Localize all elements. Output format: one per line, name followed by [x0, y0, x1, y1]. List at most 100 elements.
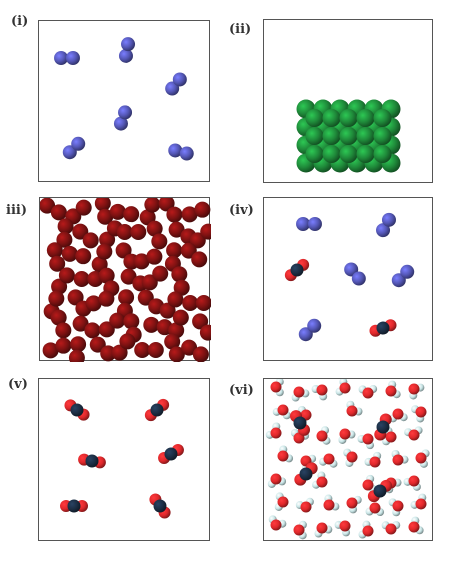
water-oxygen-atom	[277, 496, 289, 508]
panel-ii	[263, 19, 433, 183]
dark-red-molecule-atom	[172, 309, 189, 326]
dark-red-molecule-atom	[98, 290, 115, 307]
water-oxygen-atom	[270, 381, 282, 393]
co2-molecule-carbon-atom	[164, 447, 178, 461]
dark-red-molecule-atom	[167, 291, 184, 308]
dark-red-molecule-atom	[46, 242, 63, 259]
dark-red-molecule-atom	[133, 253, 150, 270]
dark-red-molecule-atom	[55, 337, 72, 354]
water-oxygen-atom	[369, 456, 381, 468]
dark-red-molecule-atom	[147, 342, 164, 358]
water-oxygen-atom	[408, 521, 420, 533]
water-oxygen-atom	[346, 405, 358, 417]
green-sphere	[305, 126, 324, 146]
label-i: (i)	[11, 14, 29, 29]
panel-iv	[263, 197, 433, 361]
dark-red-molecule-atom	[166, 242, 183, 259]
dark-red-molecule-atom	[49, 255, 66, 272]
dark-red-molecule-atom	[73, 271, 90, 287]
dark-red-molecule-atom	[144, 198, 161, 213]
blue-molecule-atom	[118, 48, 133, 63]
water-oxygen-atom	[316, 384, 328, 396]
dark-red-molecule-atom	[166, 206, 183, 223]
panel-i-drawing	[54, 37, 194, 161]
co2-molecule-carbon-atom	[67, 499, 81, 513]
water-oxygen-atom	[362, 387, 374, 399]
dark-red-molecule-atom	[98, 267, 115, 284]
dark-red-molecule-atom	[182, 295, 199, 311]
dark-red-molecule-atom	[120, 268, 137, 285]
green-sphere	[322, 144, 341, 164]
water-oxygen-atom	[408, 383, 420, 395]
label-iv: (iv)	[229, 203, 254, 218]
dark-red-molecule-atom	[58, 267, 75, 284]
water-oxygen-atom	[316, 476, 328, 488]
dark-red-molecule-atom	[164, 333, 181, 350]
water-oxygen-atom	[362, 433, 374, 445]
co2-molecule-carbon-atom	[70, 403, 84, 417]
dark-red-molecule-atom	[111, 344, 128, 361]
dark-red-molecule-atom	[56, 231, 73, 248]
panel-i	[38, 20, 210, 182]
dark-red-molecule-atom	[50, 204, 67, 221]
dark-red-molecule-atom	[67, 289, 84, 306]
water-oxygen-atom	[362, 525, 374, 537]
dark-red-molecule-atom	[116, 224, 133, 240]
blue-molecule-atom	[172, 72, 187, 87]
water-oxygen-atom	[408, 475, 420, 487]
blue-molecule-atom	[307, 318, 322, 333]
dark-red-molecule-atom	[96, 243, 113, 260]
co2-molecule-carbon-atom	[153, 499, 167, 513]
green-sphere	[373, 108, 392, 128]
co2-molecule-carbon-atom	[373, 484, 387, 498]
green-sphere	[305, 144, 324, 164]
blue-molecule-atom	[113, 116, 128, 131]
green-sphere	[322, 126, 341, 146]
dark-red-molecule-atom	[115, 242, 132, 259]
blue-molecule-atom	[376, 223, 391, 238]
dark-red-molecule-atom	[191, 251, 208, 268]
dark-red-molecule-atom	[123, 206, 140, 223]
green-sphere	[322, 108, 341, 128]
water-oxygen-atom	[392, 454, 404, 466]
dark-red-molecule-atom	[195, 295, 211, 311]
green-sphere	[356, 144, 375, 164]
water-oxygen-atom	[415, 498, 427, 510]
green-sphere	[339, 108, 358, 128]
water-oxygen-atom	[323, 499, 335, 511]
dark-red-molecule-atom	[50, 309, 67, 326]
panel-vi-drawing	[265, 379, 430, 540]
water-oxygen-atom	[323, 453, 335, 465]
blue-molecule-atom	[71, 136, 86, 151]
water-oxygen-atom	[385, 385, 397, 397]
water-oxygen-atom	[293, 386, 305, 398]
dark-red-molecule-atom	[85, 295, 102, 312]
water-oxygen-atom	[346, 451, 358, 463]
dark-red-molecule-atom	[55, 322, 72, 339]
dark-red-molecule-atom	[42, 342, 59, 359]
panel-vi	[263, 378, 433, 541]
dark-red-molecule-atom	[171, 266, 188, 283]
water-oxygen-atom	[270, 427, 282, 439]
blue-molecule-atom	[179, 146, 194, 161]
dark-red-molecule-atom	[146, 220, 163, 237]
co2-molecule-carbon-atom	[150, 403, 164, 417]
dark-red-molecule-atom	[168, 221, 185, 238]
dark-red-molecule-atom	[151, 233, 168, 250]
panel-iii-drawing	[40, 198, 211, 362]
dark-red-molecule-atom	[159, 302, 176, 319]
dark-red-molecule-atom	[99, 231, 116, 248]
water-oxygen-atom	[277, 450, 289, 462]
dark-red-molecule-atom	[143, 316, 160, 333]
blue-molecule-atom	[351, 271, 366, 286]
dark-red-molecule-atom	[173, 279, 190, 296]
water-oxygen-atom	[339, 520, 351, 532]
green-sphere	[339, 126, 358, 146]
dark-red-molecule-atom	[123, 313, 140, 330]
panel-v-drawing	[60, 398, 184, 519]
co2-molecule-carbon-atom	[293, 416, 307, 430]
blue-molecule-atom	[400, 264, 415, 279]
dark-red-molecule-atom	[72, 315, 89, 332]
water-oxygen-atom	[339, 428, 351, 440]
water-oxygen-atom	[293, 524, 305, 536]
